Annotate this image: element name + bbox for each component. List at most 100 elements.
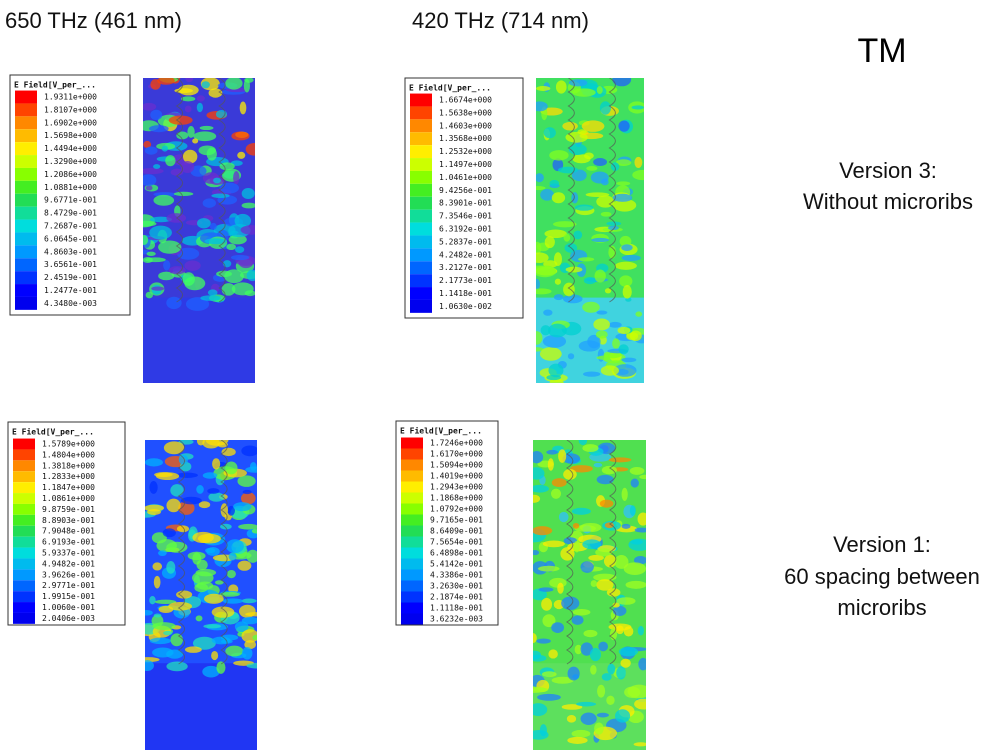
- legend-swatch: [410, 299, 432, 313]
- legend-swatch: [13, 493, 35, 504]
- field-blob: [536, 288, 552, 295]
- field-blob: [537, 565, 560, 572]
- legend-value: 2.0406e-003: [42, 614, 95, 623]
- field-blob: [533, 729, 549, 740]
- legend-swatch: [15, 129, 37, 143]
- field-blob: [237, 151, 246, 159]
- field-blob: [580, 642, 593, 656]
- field-blob: [560, 547, 575, 561]
- legend-swatch: [401, 481, 423, 493]
- field-blob: [246, 662, 257, 669]
- field-blob: [615, 525, 638, 533]
- field-blob: [180, 161, 195, 174]
- field-blob: [187, 551, 206, 561]
- field-blob: [196, 95, 205, 102]
- legend-value: 1.9311e+000: [44, 93, 97, 102]
- field-blob: [234, 621, 249, 632]
- legend-swatch: [13, 569, 35, 581]
- legend-swatch: [401, 591, 423, 603]
- legend-swatch: [410, 248, 432, 262]
- field-blob: [178, 501, 195, 515]
- legend-value: 3.6561e-001: [44, 260, 97, 269]
- legend-value: 1.0861e+000: [42, 494, 95, 503]
- field-blob: [143, 167, 164, 175]
- field-blob: [580, 712, 597, 726]
- field-blob: [553, 294, 564, 301]
- field-blob: [250, 462, 257, 471]
- rib-outline: [218, 78, 226, 303]
- field-image: [143, 78, 255, 383]
- legend-swatch: [401, 580, 423, 592]
- field-image: [536, 78, 644, 383]
- field-blob: [557, 582, 564, 594]
- field-blob: [214, 580, 224, 585]
- field-blob: [563, 469, 577, 480]
- field-blob: [202, 472, 218, 479]
- field-blob: [154, 599, 177, 604]
- field-blob: [145, 185, 153, 191]
- legend-value: 3.6232e-003: [430, 615, 483, 624]
- field-blob: [562, 453, 581, 464]
- field-blob: [539, 347, 562, 361]
- field-blob: [572, 608, 591, 616]
- field-blob: [536, 252, 549, 264]
- legend-value: 9.7165e-001: [430, 516, 483, 525]
- field-blob: [583, 152, 594, 160]
- field-blob: [540, 325, 551, 336]
- field-blob: [163, 441, 185, 455]
- field-blob: [211, 606, 235, 618]
- field-blob: [533, 550, 540, 556]
- legend-swatch: [15, 103, 37, 117]
- field-blob: [533, 687, 549, 692]
- field-blob: [563, 233, 571, 242]
- field-blob: [571, 507, 591, 515]
- field-blob: [540, 189, 555, 201]
- field-blob: [619, 275, 633, 288]
- field-blob: [562, 121, 578, 131]
- field-blob: [225, 461, 238, 475]
- rib-outline: [565, 440, 574, 665]
- field-blob: [574, 525, 597, 532]
- legend-value: 1.1418e-001: [439, 289, 492, 298]
- legend-swatch: [401, 536, 423, 548]
- field-blob: [635, 311, 643, 317]
- field-blob: [166, 560, 176, 574]
- legend-swatch: [401, 470, 423, 482]
- legend-value: 8.4729e-001: [44, 209, 97, 218]
- legend-value: 1.4019e+000: [430, 472, 483, 481]
- legend-value: 3.2630e-001: [430, 582, 483, 591]
- field-blob: [593, 462, 603, 468]
- legend-swatch: [410, 196, 432, 210]
- field-blob: [608, 225, 619, 231]
- field-blob: [549, 179, 560, 187]
- legend-value: 1.2086e+000: [44, 170, 97, 179]
- legend-value: 1.6170e+000: [430, 450, 483, 459]
- field-blob: [185, 297, 210, 311]
- field-blob: [178, 454, 189, 465]
- legend-swatch: [410, 132, 432, 146]
- legend-swatch: [15, 232, 37, 246]
- legend-value: 6.3192e-001: [439, 225, 492, 234]
- field-blob: [207, 488, 220, 494]
- field-blob: [591, 237, 609, 243]
- field-blob: [228, 552, 237, 561]
- field-blob: [176, 472, 198, 478]
- field-blob: [251, 528, 257, 534]
- field-blob: [211, 650, 219, 661]
- field-blob: [631, 105, 644, 110]
- field-blob: [582, 301, 600, 313]
- field-blob: [203, 624, 222, 629]
- legend-swatch: [13, 460, 35, 472]
- field-blob: [211, 636, 231, 645]
- field-blob: [143, 174, 157, 187]
- field-body: [533, 440, 646, 750]
- field-blob: [606, 221, 622, 226]
- field-blob: [633, 556, 646, 565]
- field-blob: [615, 261, 637, 270]
- field-blob: [637, 512, 646, 526]
- legend-swatch: [13, 449, 35, 461]
- field-blob: [221, 283, 236, 296]
- field-blob: [242, 489, 252, 495]
- field-blob: [146, 251, 156, 256]
- legend-value: 7.9048e-001: [42, 527, 95, 536]
